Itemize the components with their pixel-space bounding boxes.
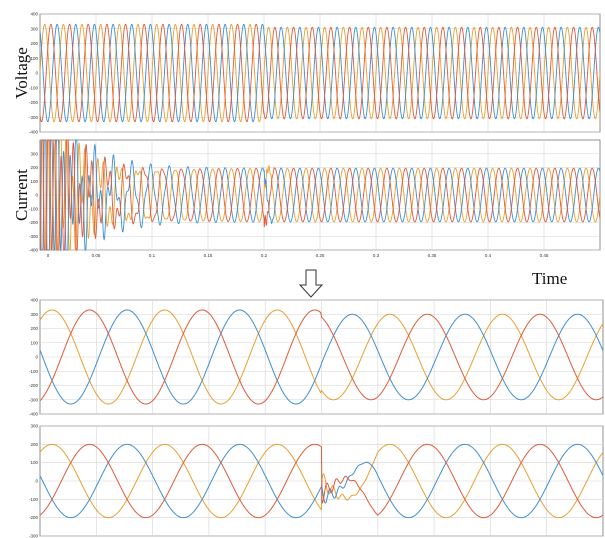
y-tick-label: 200	[30, 41, 38, 46]
voltage-axis-label: Voltage	[12, 47, 31, 99]
y-tick-label: -100	[29, 85, 39, 90]
y-tick-label: 200	[30, 165, 38, 170]
x-tick-label: 0.35	[428, 253, 437, 258]
y-tick-label: 200	[30, 326, 38, 331]
y-tick-label: 400	[30, 12, 38, 17]
y-tick-label: -200	[29, 100, 39, 105]
y-tick-label: 0	[35, 479, 38, 484]
y-tick-label: -400	[29, 412, 39, 417]
y-tick-label: 100	[30, 56, 38, 61]
y-tick-label: 300	[30, 26, 38, 31]
x-tick-label: 0.45	[540, 253, 549, 258]
current-series-line	[39, 139, 601, 252]
y-tick-label: -400	[29, 130, 39, 135]
x-tick-label: 0.15	[204, 253, 213, 258]
y-tick-label: 400	[30, 298, 38, 303]
zoom-voltage-series-line	[39, 309, 604, 405]
y-tick-label: -200	[29, 383, 39, 388]
y-tick-label: -300	[29, 534, 39, 538]
y-tick-label: 300	[30, 424, 38, 429]
y-tick-label: -100	[29, 497, 39, 502]
current-panel: 300 200 100 0 -100 -200 -300 -400 0 0.05 0.1 0.15 0…	[29, 139, 601, 258]
time-axis-label: Time	[532, 269, 567, 288]
zoom-current-series-line	[39, 443, 604, 519]
y-tick-label: -100	[29, 206, 39, 211]
down-arrow-icon	[298, 269, 324, 298]
x-tick-label: 0.25	[316, 253, 325, 258]
y-tick-label: -300	[29, 234, 39, 239]
x-tick-label: 0.3	[373, 253, 380, 258]
zoom-voltage-series-line	[39, 309, 604, 405]
zoom-current-panel: 300 200 100 0 -100 -200 -300	[29, 424, 604, 538]
y-tick-label: 300	[30, 151, 38, 156]
current-axis-label: Current	[12, 169, 31, 221]
zoom-current-series-line	[39, 443, 604, 519]
y-tick-label: -300	[29, 397, 39, 402]
x-tick-label: 0.4	[485, 253, 492, 258]
y-tick-label: -200	[29, 515, 39, 520]
zoom-voltage-series-line	[39, 309, 604, 405]
y-tick-label: 0	[35, 193, 38, 198]
y-tick-label: 0	[35, 71, 38, 76]
voltage-series-line	[39, 23, 601, 123]
y-tick-label: 100	[30, 460, 38, 465]
y-tick-label: 100	[30, 179, 38, 184]
y-tick-label: -400	[29, 248, 39, 253]
y-tick-label: 200	[30, 442, 38, 447]
y-tick-label: 300	[30, 312, 38, 317]
current-series-line	[39, 139, 601, 251]
y-tick-label: -200	[29, 220, 39, 225]
voltage-series-line	[39, 23, 601, 123]
voltage-panel: 400 300 200 100 0 -100 -200 -300 -400	[29, 12, 601, 135]
current-series-line	[40, 139, 601, 251]
voltage-series-line	[39, 23, 601, 123]
y-tick-label: 100	[30, 340, 38, 345]
y-tick-label: -100	[29, 369, 39, 374]
x-tick-label: 0.05	[92, 253, 101, 258]
x-tick-label: 0.2	[261, 253, 268, 258]
y-tick-label: -300	[29, 115, 39, 120]
y-tick-label: 0	[35, 355, 38, 360]
zoom-voltage-panel: 400 300 200 100 0 -100 -200 -300 -400	[29, 298, 604, 417]
x-tick-label: 0.1	[149, 253, 156, 258]
x-tick-label: 0	[47, 253, 50, 258]
